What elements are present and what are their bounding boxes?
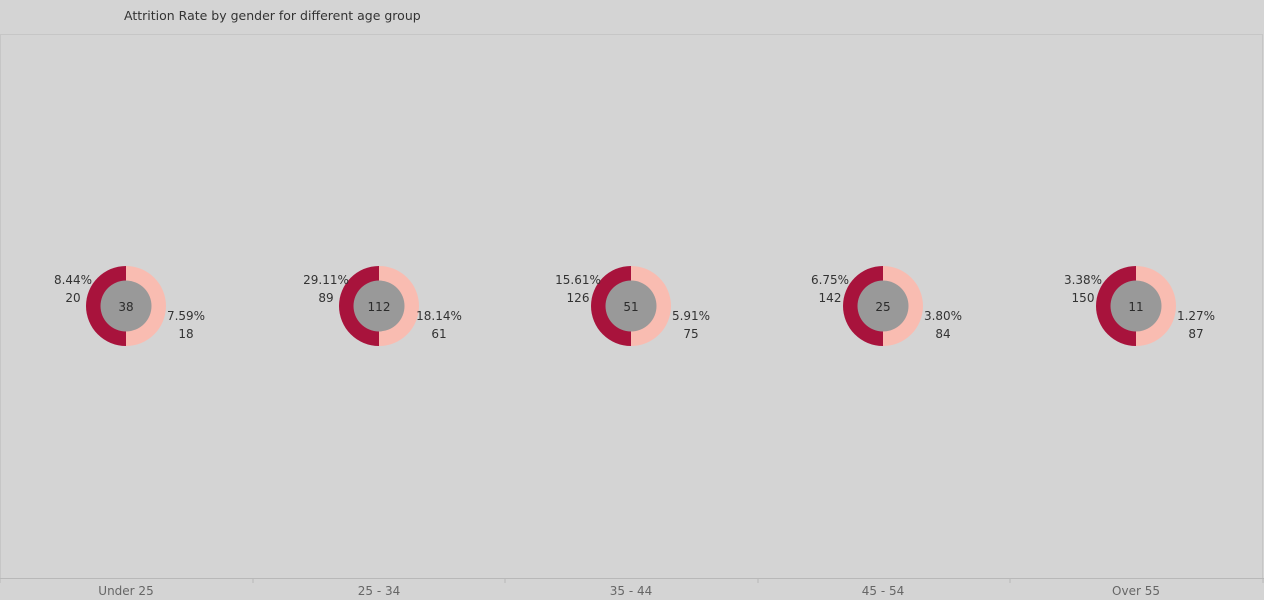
- right-percent-label: 3.80%: [924, 309, 962, 323]
- chart-title: Attrition Rate by gender for different a…: [124, 8, 421, 23]
- donut-center: [857, 280, 909, 332]
- donut-center: [1110, 280, 1162, 332]
- donut-center-label: 25: [875, 300, 890, 314]
- x-tick-label: Over 55: [1112, 584, 1160, 598]
- donut-center-label: 38: [118, 300, 133, 314]
- donut-center: [605, 280, 657, 332]
- left-count-label: 142: [819, 291, 842, 305]
- donut-center-label: 11: [1128, 300, 1143, 314]
- left-count-label: 150: [1072, 291, 1095, 305]
- x-tick-label: 25 - 34: [358, 584, 401, 598]
- left-count-label: 89: [318, 291, 333, 305]
- donut-center: [100, 280, 152, 332]
- right-count-label: 84: [935, 327, 950, 341]
- right-count-label: 61: [431, 327, 446, 341]
- donut-center: [353, 280, 405, 332]
- right-percent-label: 18.14%: [416, 309, 462, 323]
- left-percent-label: 6.75%: [811, 273, 849, 287]
- left-percent-label: 15.61%: [555, 273, 601, 287]
- donut-center-label: 51: [623, 300, 638, 314]
- left-count-label: 126: [567, 291, 590, 305]
- left-count-label: 20: [65, 291, 80, 305]
- donut-center-label: 112: [368, 300, 391, 314]
- right-count-label: 87: [1188, 327, 1203, 341]
- x-tick-label: Under 25: [98, 584, 153, 598]
- x-axis-line: [0, 578, 1264, 579]
- right-percent-label: 7.59%: [167, 309, 205, 323]
- right-count-label: 18: [178, 327, 193, 341]
- left-percent-label: 8.44%: [54, 273, 92, 287]
- right-percent-label: 5.91%: [672, 309, 710, 323]
- left-percent-label: 3.38%: [1064, 273, 1102, 287]
- right-count-label: 75: [683, 327, 698, 341]
- plot-frame: [0, 34, 1263, 578]
- right-percent-label: 1.27%: [1177, 309, 1215, 323]
- left-percent-label: 29.11%: [303, 273, 349, 287]
- x-tick-label: 45 - 54: [862, 584, 905, 598]
- x-tick-label: 35 - 44: [610, 584, 653, 598]
